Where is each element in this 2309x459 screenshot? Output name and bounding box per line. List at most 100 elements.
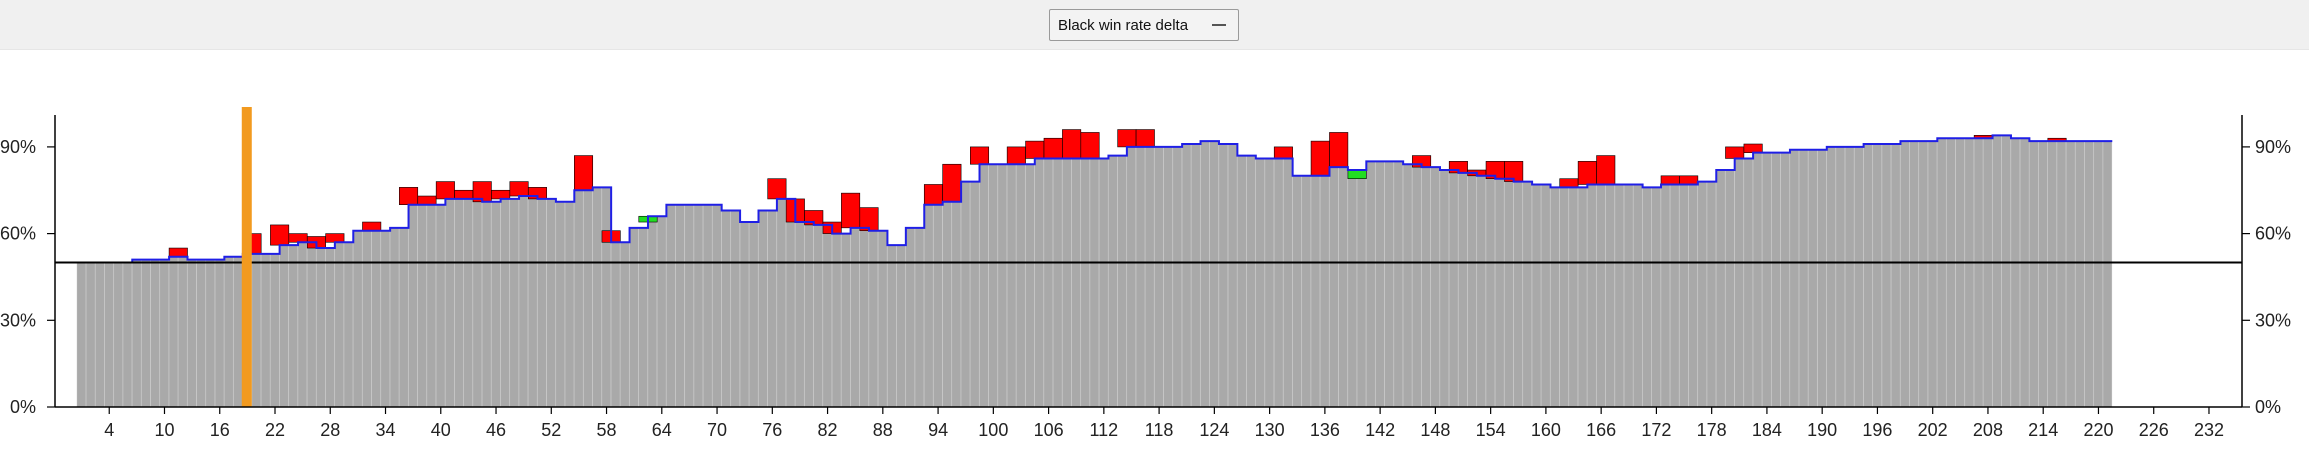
bar [500, 198, 510, 408]
bar [316, 247, 326, 408]
gain-block [1347, 169, 1367, 179]
bar [472, 198, 483, 408]
x-tick-label: 130 [1255, 420, 1285, 440]
x-tick-label: 178 [1697, 420, 1727, 440]
loss-block [1743, 143, 1763, 153]
bar [1356, 169, 1367, 408]
bar [703, 204, 713, 408]
bar [187, 259, 197, 408]
bar [896, 244, 906, 408]
bar [1145, 146, 1155, 408]
bar [2047, 140, 2057, 408]
loss-block [1310, 140, 1330, 177]
y-tick-label: 0% [2255, 397, 2281, 417]
x-tick-label: 64 [652, 420, 672, 440]
x-tick-label: 58 [597, 420, 617, 440]
bar [1393, 161, 1403, 408]
bar [841, 233, 851, 408]
bar [1605, 184, 1615, 408]
bar [1016, 164, 1026, 408]
bar [813, 224, 823, 408]
bar [914, 227, 925, 408]
x-tick-label: 76 [762, 420, 782, 440]
x-tick-label: 46 [486, 420, 506, 440]
bar [1255, 158, 1265, 408]
bar [546, 198, 556, 408]
bar [518, 195, 529, 408]
loss-block [1725, 146, 1745, 159]
loss-block [1025, 140, 1045, 159]
loss-block [509, 181, 529, 197]
bar [454, 198, 464, 408]
bar [2010, 138, 2020, 408]
x-tick-label: 52 [541, 420, 561, 440]
loss-block [1559, 178, 1579, 188]
bar [196, 259, 206, 408]
bar [491, 201, 501, 408]
bar [564, 201, 575, 408]
bar [426, 204, 436, 408]
bar [1006, 164, 1017, 408]
loss-block [1679, 175, 1699, 185]
win-rate-line [55, 134, 2113, 264]
win-rate-chart: 0% 30% 60% 90% 0% 30% 60% 90% 4 10 16 22 28 34 40 46 5… [0, 107, 2291, 440]
bar [1237, 155, 1247, 408]
loss-block [942, 163, 962, 203]
bar [1476, 175, 1486, 408]
graph-type-dropdown[interactable]: Black win rate delta [1049, 9, 1239, 41]
bar [656, 216, 667, 408]
bar [1642, 187, 1652, 408]
bar [1347, 169, 1357, 408]
bar [279, 244, 289, 408]
bar [1301, 175, 1311, 408]
bar [1752, 152, 1763, 408]
bar [1117, 155, 1127, 408]
bar [1283, 158, 1293, 408]
bar [224, 256, 234, 408]
bar [555, 201, 565, 408]
bar [325, 247, 335, 408]
x-tick-label: 70 [707, 420, 727, 440]
bar [666, 204, 676, 408]
bar [2038, 140, 2048, 408]
bar [1651, 187, 1661, 408]
bar [1191, 143, 1201, 408]
bar [951, 201, 961, 408]
bar [168, 256, 179, 408]
bar [1522, 181, 1532, 408]
bar [933, 204, 943, 408]
bar [1439, 169, 1449, 408]
y-tick-label: 0% [10, 397, 36, 417]
bar [574, 190, 584, 408]
bar [2001, 135, 2011, 408]
loss-block [1329, 132, 1349, 168]
bar [1734, 158, 1744, 408]
bar [970, 181, 980, 408]
loss-block [574, 155, 594, 191]
loss-block [325, 233, 345, 243]
bar [1172, 146, 1182, 408]
bar [1955, 138, 1965, 408]
bar [2066, 140, 2076, 408]
bar [1034, 158, 1044, 408]
bar [1366, 161, 1376, 408]
x-tick-label: 160 [1531, 420, 1561, 440]
x-tick-label: 22 [265, 420, 285, 440]
bar [362, 230, 372, 408]
bar [776, 198, 786, 408]
bar [2075, 140, 2085, 408]
x-tick-label: 232 [2194, 420, 2224, 440]
bar [1181, 143, 1192, 408]
bar [1568, 187, 1578, 408]
bar [76, 262, 87, 408]
bar [1126, 146, 1136, 408]
bar [795, 221, 805, 408]
bar [997, 164, 1007, 408]
loss-block [1273, 146, 1293, 159]
bar [1559, 187, 1569, 408]
bar [1983, 138, 1993, 408]
bar [1762, 152, 1772, 408]
bar [1937, 138, 1947, 408]
bar [1402, 164, 1413, 408]
current-move-marker[interactable] [241, 107, 252, 407]
